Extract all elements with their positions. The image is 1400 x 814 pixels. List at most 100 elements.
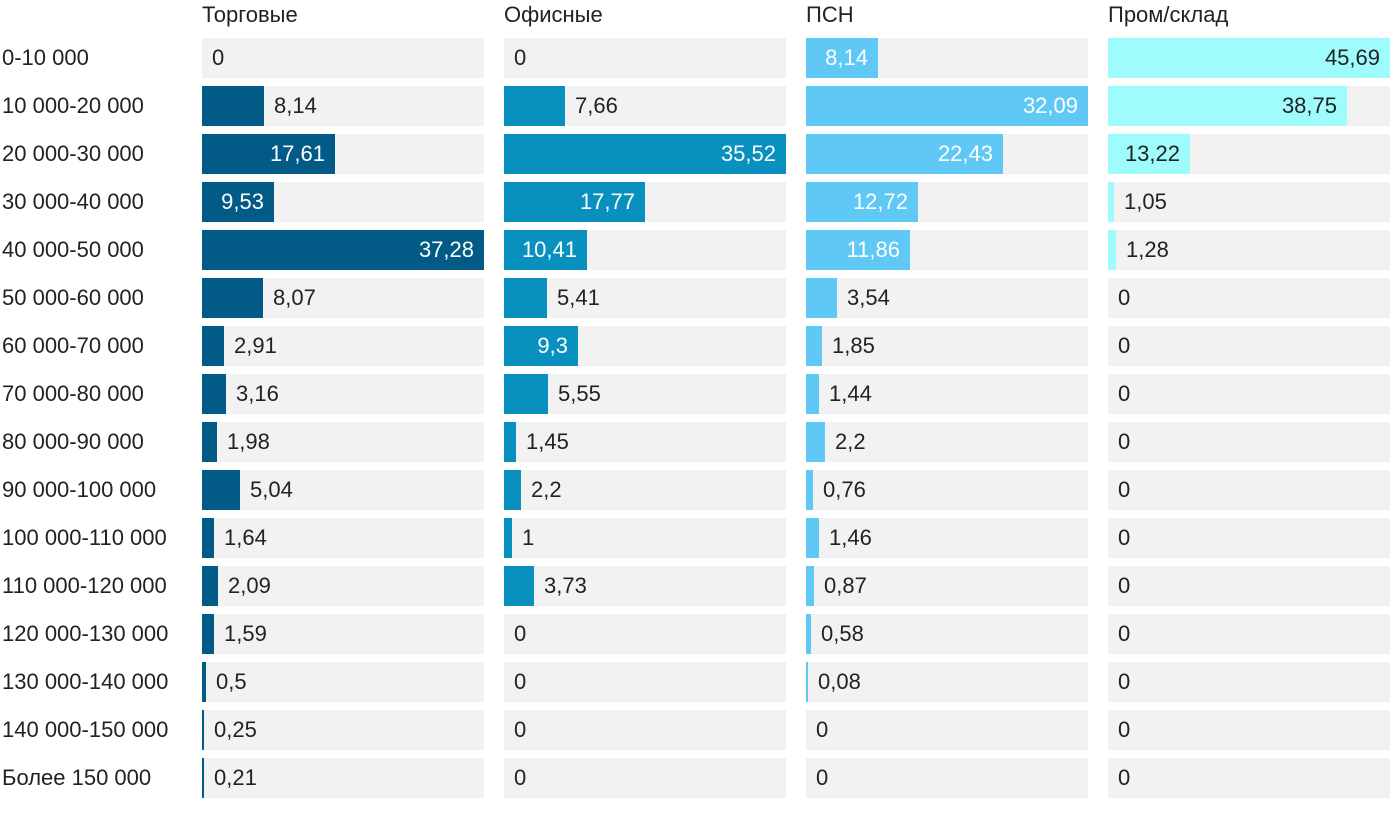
series-title: Торговые — [202, 2, 298, 27]
bar-track: 38,75 — [1108, 86, 1390, 126]
bar-track: 1,85 — [806, 326, 1088, 366]
bar-track: 0 — [504, 662, 786, 702]
bar-track: 10,41 — [504, 230, 786, 270]
data-label: 0,25 — [214, 717, 257, 742]
category-label: 90 000-100 000 — [2, 477, 157, 502]
bar — [504, 470, 521, 510]
bar-track: 22,43 — [806, 134, 1088, 174]
category-label: 130 000-140 000 — [2, 669, 169, 694]
bar — [1108, 230, 1116, 270]
data-label: 1,45 — [526, 429, 569, 454]
bar — [806, 38, 878, 78]
bar-track: 0 — [1108, 710, 1390, 750]
category-label: 30 000-40 000 — [2, 189, 144, 214]
bar — [504, 326, 578, 366]
data-label: 0 — [514, 45, 527, 70]
data-label: 9,3 — [537, 333, 568, 358]
bar — [806, 134, 1003, 174]
bar-track: 0 — [202, 38, 484, 78]
bar — [202, 758, 204, 798]
bar — [202, 710, 204, 750]
data-label: 1,44 — [829, 381, 872, 406]
data-label: 0 — [816, 717, 829, 742]
data-label: 32,09 — [1022, 93, 1078, 118]
bar-track: 12,72 — [806, 182, 1088, 222]
bar-track: 0,58 — [806, 614, 1088, 654]
data-label: 0 — [1118, 429, 1131, 454]
data-label: 0 — [1118, 381, 1131, 406]
bar-track: 0 — [504, 614, 786, 654]
bar-track: 0 — [1108, 662, 1390, 702]
bar — [202, 86, 264, 126]
bar-track: 8,14 — [806, 38, 1088, 78]
data-label: 1,98 — [227, 429, 270, 454]
bar — [504, 374, 548, 414]
bar-track: 0 — [1108, 566, 1390, 606]
data-label: 0 — [1118, 525, 1131, 550]
bar-track: 1,05 — [1108, 182, 1390, 222]
data-label: 1,59 — [224, 621, 267, 646]
bar-track: 45,69 — [1108, 38, 1390, 78]
category-label: 100 000-110 000 — [2, 525, 167, 550]
bar-track: 0,25 — [202, 710, 484, 750]
data-label: 1,46 — [829, 525, 872, 550]
bar-track: 9,3 — [504, 326, 786, 366]
data-label: 45,69 — [1324, 45, 1380, 70]
bar-track: 0,08 — [806, 662, 1088, 702]
bar-track: 0 — [1108, 758, 1390, 798]
bar-track: 2,91 — [202, 326, 484, 366]
bar-track: 7,66 — [504, 86, 786, 126]
data-label: 13,22 — [1124, 141, 1180, 166]
bar-track: 0,76 — [806, 470, 1088, 510]
bar-track: 0 — [504, 758, 786, 798]
bar — [1108, 38, 1390, 78]
bar-track: 3,16 — [202, 374, 484, 414]
data-label: 0,58 — [821, 621, 864, 646]
bar-track: 17,61 — [202, 134, 484, 174]
data-label: 7,66 — [575, 93, 618, 118]
bar — [504, 134, 786, 174]
bar — [806, 614, 811, 654]
data-label: 0,08 — [818, 669, 861, 694]
bar-track: 0 — [1108, 326, 1390, 366]
bar — [806, 662, 808, 702]
data-label: 2,2 — [835, 429, 866, 454]
data-label: 3,16 — [236, 381, 279, 406]
category-label: 20 000-30 000 — [2, 141, 144, 166]
bar-track: 1,45 — [504, 422, 786, 462]
bar — [806, 470, 813, 510]
bar-track: 0,21 — [202, 758, 484, 798]
bar-track: 9,53 — [202, 182, 484, 222]
bar — [202, 470, 240, 510]
data-label: 0,21 — [214, 765, 257, 790]
bar — [504, 86, 565, 126]
data-label: 1,05 — [1124, 189, 1167, 214]
bar-track: 0,87 — [806, 566, 1088, 606]
bar-track: 1,44 — [806, 374, 1088, 414]
data-label: 38,75 — [1281, 93, 1337, 118]
data-label: 0 — [1118, 621, 1131, 646]
bar — [1108, 182, 1114, 222]
bar — [806, 566, 814, 606]
data-label: 12,72 — [852, 189, 908, 214]
data-label: 37,28 — [418, 237, 474, 262]
data-label: 17,77 — [579, 189, 635, 214]
series-title: ПСН — [806, 2, 854, 27]
data-label: 5,41 — [557, 285, 600, 310]
category-label: 120 000-130 000 — [2, 621, 169, 646]
category-label: 0-10 000 — [2, 45, 89, 70]
bar — [806, 422, 825, 462]
bar-track: 35,52 — [504, 134, 786, 174]
bar — [806, 326, 822, 366]
data-label: 8,07 — [273, 285, 316, 310]
category-label: 10 000-20 000 — [2, 93, 144, 118]
bar-track: 5,04 — [202, 470, 484, 510]
bar-track: 0 — [504, 38, 786, 78]
bar-track: 0 — [1108, 374, 1390, 414]
bar-track: 17,77 — [504, 182, 786, 222]
bar — [202, 182, 274, 222]
data-label: 1,85 — [832, 333, 875, 358]
data-label: 0 — [212, 45, 225, 70]
category-label: 70 000-80 000 — [2, 381, 144, 406]
